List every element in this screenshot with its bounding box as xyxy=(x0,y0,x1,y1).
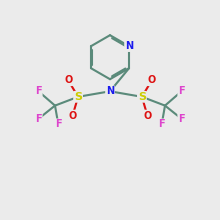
Text: N: N xyxy=(125,41,133,51)
Text: F: F xyxy=(55,119,62,129)
Text: S: S xyxy=(138,92,146,102)
Text: F: F xyxy=(178,86,185,96)
Text: O: O xyxy=(143,110,152,121)
Text: F: F xyxy=(178,114,185,124)
Text: O: O xyxy=(68,110,77,121)
Text: O: O xyxy=(64,75,72,85)
Text: N: N xyxy=(106,86,114,96)
Text: O: O xyxy=(148,75,156,85)
Text: F: F xyxy=(35,114,42,124)
Text: F: F xyxy=(35,86,42,96)
Text: F: F xyxy=(158,119,165,129)
Text: S: S xyxy=(74,92,82,102)
